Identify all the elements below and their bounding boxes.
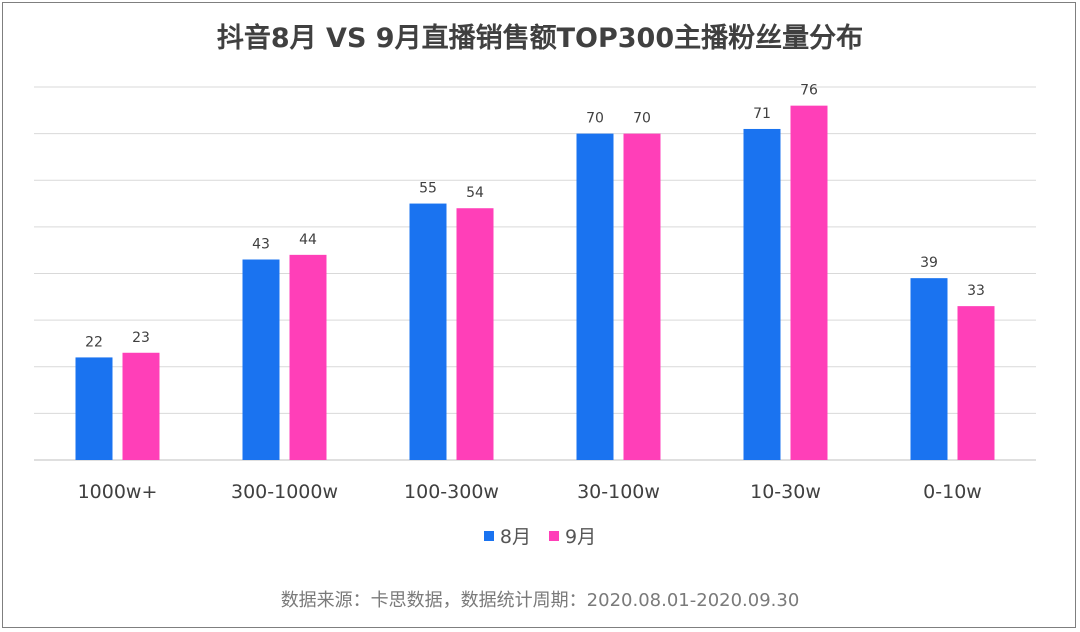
bar-sep — [456, 208, 494, 460]
bar-sep — [623, 133, 661, 460]
data-label-sep: 76 — [800, 83, 818, 99]
bar-aug — [242, 259, 280, 460]
bar-aug — [910, 278, 948, 460]
data-label-aug: 22 — [85, 334, 103, 350]
x-tick-label: 300-1000w — [231, 481, 338, 503]
bar-sep — [957, 306, 995, 460]
legend: 8月 9月 — [0, 522, 1080, 549]
x-tick-label: 100-300w — [404, 481, 499, 503]
chart-title: 抖音8月 VS 9月直播销售额TOP300主播粉丝量分布 — [216, 23, 864, 54]
data-label-sep: 70 — [633, 111, 651, 127]
bar-aug — [409, 203, 447, 460]
data-label-aug: 39 — [920, 255, 938, 271]
legend-swatch-aug — [483, 530, 494, 541]
data-label-sep: 54 — [466, 185, 484, 201]
data-label-aug: 43 — [252, 237, 270, 253]
data-label-sep: 44 — [299, 232, 317, 248]
x-tick-label: 30-100w — [577, 481, 660, 503]
data-label-sep: 23 — [132, 330, 150, 346]
x-tick-label: 10-30w — [750, 481, 821, 503]
data-label-aug: 55 — [419, 181, 437, 197]
bar-sep — [790, 105, 828, 461]
data-label-sep: 33 — [967, 283, 985, 299]
bar-sep — [122, 352, 160, 460]
legend-label-sep: 9月 — [565, 526, 597, 548]
bar-aug — [743, 128, 781, 460]
legend-item-aug: 8月 — [483, 522, 531, 549]
x-tick-label: 0-10w — [923, 481, 982, 503]
data-label-aug: 70 — [586, 111, 604, 127]
bar-aug — [75, 357, 113, 460]
source-note: 数据来源：卡思数据，数据统计周期：2020.08.01-2020.09.30 — [280, 590, 800, 611]
legend-swatch-sep — [549, 530, 560, 541]
bar-sep — [289, 254, 327, 460]
x-tick-label: 1000w+ — [78, 481, 158, 503]
data-label-aug: 71 — [753, 106, 771, 122]
legend-label-aug: 8月 — [499, 526, 531, 548]
legend-item-sep: 9月 — [549, 522, 596, 549]
bar-aug — [576, 133, 614, 460]
